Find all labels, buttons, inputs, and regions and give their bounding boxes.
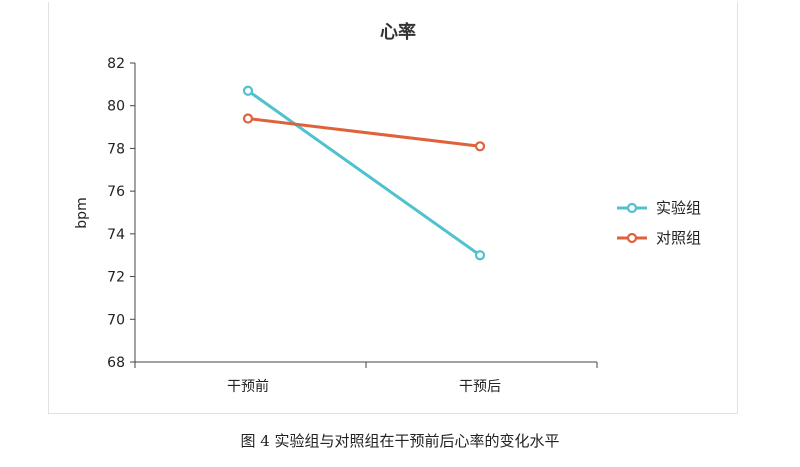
series-line [247, 89, 481, 257]
y-tick-label: 68 [107, 355, 125, 371]
y-tick-label: 72 [107, 270, 125, 286]
series-layer [242, 85, 486, 261]
x-tick-label: 干预后 [459, 379, 501, 395]
data-point [474, 141, 486, 152]
data-point [242, 113, 254, 124]
legend-swatch-marker [626, 232, 638, 244]
data-point [474, 250, 486, 261]
data-point [242, 85, 254, 96]
legend-swatch-marker [626, 202, 638, 214]
legend-label: 对照组 [656, 229, 701, 247]
y-tick-label: 82 [107, 56, 125, 72]
legend-label: 实验组 [656, 199, 701, 217]
y-tick-label: 70 [107, 312, 125, 328]
figure-caption: 图 4 实验组与对照组在干预前后心率的变化水平 [240, 432, 560, 450]
y-axis-label: bpm [74, 197, 90, 228]
y-tick-label: 80 [107, 99, 125, 115]
figure-frame [48, 2, 738, 414]
axes: 68 70 72 74 76 78 80 82 干预前 干预后 [107, 56, 598, 395]
y-tick-label: 78 [107, 141, 125, 157]
chart-title: 心率 [380, 21, 416, 43]
y-tick-label: 76 [107, 184, 125, 200]
x-tick-label: 干预前 [227, 378, 269, 395]
series-line [247, 117, 481, 148]
y-tick-label: 74 [107, 227, 125, 243]
